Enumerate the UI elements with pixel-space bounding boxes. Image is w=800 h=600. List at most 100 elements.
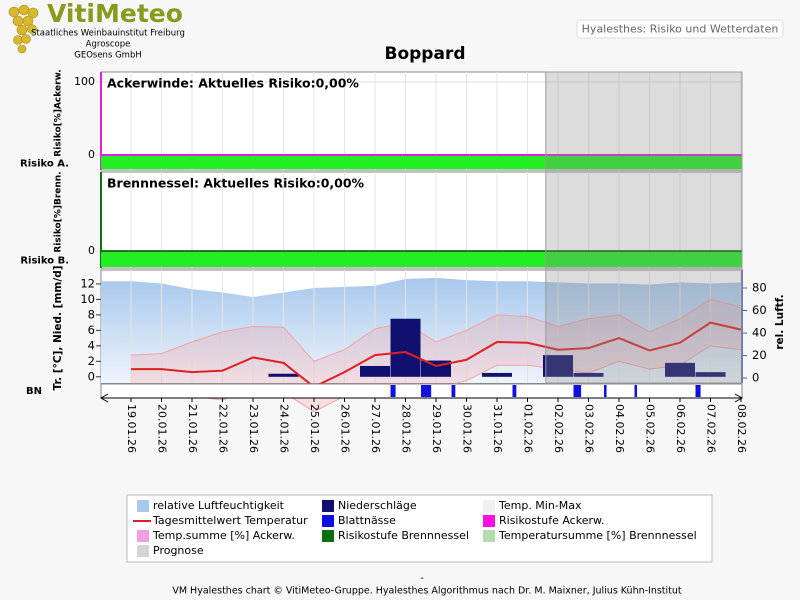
x-tick-label: 26.01.26 [339,404,352,453]
precipitation-bar [360,365,390,377]
legend-swatch [322,500,334,512]
x-tick-label: 21.01.26 [186,404,199,453]
logo-grapes [8,4,39,54]
y-axis-label: Risiko[%]Ackerw. [54,69,64,156]
forecast-overlay [545,71,743,384]
x-tick-label: 30.01.26 [461,404,474,453]
legend-label: Niederschläge [338,499,417,512]
panel-annotation: Ackerwinde: Aktuelles Risiko:0,00% [107,76,359,91]
legend-swatch [137,500,149,512]
temperature-line [131,321,742,389]
tab[interactable] [576,19,784,39]
leaf-wetness-bar [634,385,638,397]
org-line: Agroscope [86,40,131,50]
legend-box [126,494,713,563]
precipitation-bar [573,372,604,377]
band-label: Risiko B. [20,256,69,267]
legend: relative Luftfeuchtigkeit Niederschläge Te… [133,499,697,557]
x-tick-label: 25.01.26 [308,404,321,453]
y-tick-label: 4 [88,338,95,352]
org-line: Staatliches Weinbauinstitut Freiburg [31,29,185,39]
legend-swatch [322,515,334,527]
chart-title: Boppard [385,44,466,64]
x-tick-label: 06.02.26 [674,404,687,453]
y2-tick-label: 40 [752,326,767,340]
footer-mark: - [420,573,424,584]
temp-max-line [130,298,742,362]
legend-label: Blattnässe [338,514,396,527]
leaf-wetness-bar [573,385,582,397]
legend-label: Temp.summe [%] Ackerw. [152,529,295,542]
org-line: GEOsens GmbH [74,51,141,61]
humidity-area [101,277,742,383]
y-tick-label: 12 [80,276,95,290]
x-tick-label: 28.01.26 [400,404,413,453]
leaf-wetness-bar [695,385,701,397]
x-tick-label: 05.02.26 [644,404,657,453]
y-tick-label: 8 [88,307,95,321]
y-tick-label: 10 [80,292,95,306]
legend-label: Temp. Min-Max [498,499,582,512]
legend-swatch [483,515,495,527]
plot-area [100,71,743,171]
x-tick-label: 22.01.26 [217,404,230,453]
leaf-wetness-bar [390,385,396,397]
leaf-wetness-bar [421,385,432,397]
x-tick-label: 23.01.26 [247,404,260,453]
precipitation-bar [482,372,512,377]
x-tick-label: 01.02.26 [522,404,535,453]
x-axis-arrow [99,393,744,403]
leaf-wetness-bar [512,385,517,397]
leaf-wetness-bar [604,385,607,397]
panel-annotation: Brennnessel: Aktuelles Risiko:0,00% [107,176,365,191]
x-tick-label: 19.01.26 [125,404,138,453]
x-tick-label: 27.01.26 [369,404,382,453]
tab-label[interactable]: Hyalesthes: Risiko und Wetterdaten [582,23,779,36]
precipitation-bar [268,373,299,377]
y2-axis-label: rel. Luftf. [774,294,786,349]
x-tick-label: 20.01.26 [156,404,169,453]
y-tick-label: 100 [74,75,95,88]
logo-text: VitiMeteo [47,0,183,28]
y2-tick-label: 0 [752,371,759,385]
bn-label: BN [26,386,42,397]
footer: VM Hyalesthes chart © VitiMeteo-Gruppe. … [172,586,682,597]
legend-label: Prognose [153,544,204,557]
x-tick-label: 04.02.26 [613,404,626,453]
x-tick-label: 02.02.26 [552,404,565,453]
y-axis-label: Tr. [°C], Nied. [mm/d] [52,265,64,390]
precipitation-bar [695,372,726,377]
y-tick-label: 2 [88,354,95,368]
y-axis-label: Risiko[%]Brenn. [54,171,64,252]
legend-label: relative Luftfeuchtigkeit [153,499,285,512]
y-tick-label: 6 [88,323,95,337]
x-tick-label: 07.02.26 [705,404,718,453]
y2-tick-label: 80 [752,281,767,295]
legend-label: Temperatursumme [%] Brennnessel [498,529,697,542]
band-label: Risiko A. [20,159,69,170]
legend-label: Risikostufe Brennnessel [338,529,469,542]
x-tick-label: 08.02.26 [735,404,748,453]
y-tick-label: 0 [88,369,95,383]
y2-tick-label: 20 [752,348,767,362]
risk-band [101,252,742,267]
precipitation-bar [390,318,421,377]
legend-swatch [137,530,149,542]
leaf-wetness-bar [451,385,456,397]
y2-tick-label: 60 [752,303,767,317]
x-tick-label: 24.01.26 [278,404,291,453]
legend-label: Tagesmittelwert Temperatur [152,514,308,527]
legend-swatch [483,530,495,542]
y-tick-label: 0 [88,148,95,161]
legend-swatch [137,545,149,557]
legend-swatch [322,530,334,542]
y-tick-label: 0 [88,244,95,257]
legend-label: Risikostufe Ackerw. [499,514,604,527]
precipitation-bar [665,362,695,377]
risk-band [101,156,742,169]
legend-swatch [483,500,495,512]
x-tick-label: 31.01.26 [491,404,504,453]
x-tick-label: 29.01.26 [430,404,443,453]
